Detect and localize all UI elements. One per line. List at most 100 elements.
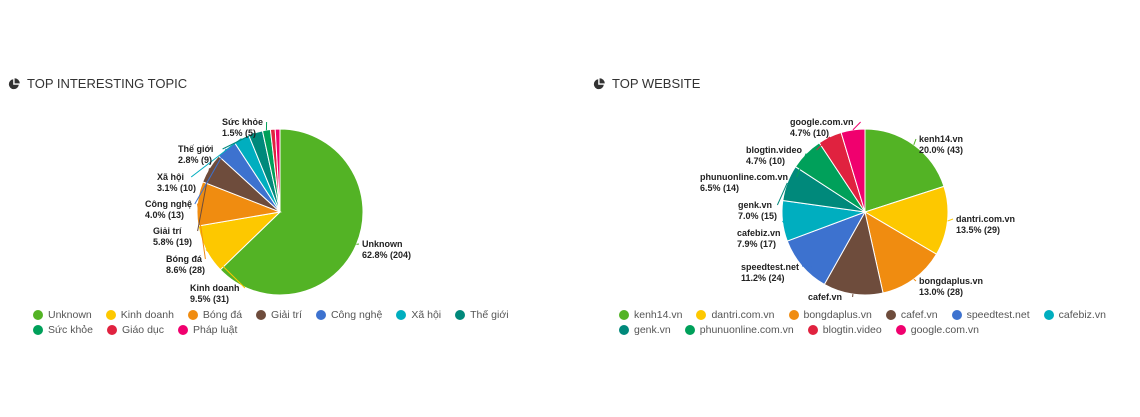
legend-label: dantri.com.vn <box>711 308 775 321</box>
legend-item[interactable]: cafebiz.vn <box>1043 308 1106 321</box>
legend-dot-icon <box>315 309 326 320</box>
leader-line <box>913 278 917 282</box>
data-label-value: 13.5% (29) <box>956 225 1000 235</box>
leader-line <box>801 265 812 268</box>
legend-dot-icon <box>105 309 116 320</box>
legend-item[interactable]: dantri.com.vn <box>696 308 775 321</box>
legend-item[interactable]: Xã hội <box>396 308 441 321</box>
legend-dot-icon <box>696 309 707 320</box>
legend-item[interactable]: Giải trí <box>256 308 302 321</box>
leader-line <box>197 168 210 232</box>
leader-line <box>205 249 246 289</box>
legend-item[interactable]: Giáo dục <box>106 323 164 336</box>
data-label-value: 1.5% (5) <box>222 128 256 138</box>
legend-label: Unknown <box>48 308 92 321</box>
legend-dot-icon <box>619 324 629 335</box>
pie-slice-bongdaplus-vn[interactable] <box>864 210 938 294</box>
legend-item[interactable]: Thế giới <box>455 308 509 321</box>
legend-label: Pháp luật <box>193 323 238 336</box>
data-label-value: 3.1% (10) <box>157 183 196 193</box>
leader-line <box>852 121 861 131</box>
data-label-name: Sức khỏe <box>222 117 263 127</box>
leader-line <box>196 203 206 260</box>
legend-label: Thế giới <box>470 308 509 321</box>
data-label-value: 7.0% (15) <box>738 211 777 221</box>
legend-item[interactable]: Pháp luật <box>178 323 237 336</box>
leader-line <box>222 132 256 150</box>
legend-dot-icon <box>455 309 466 320</box>
data-label-name: Giải trí <box>153 226 182 236</box>
legend-dot-icon <box>885 309 896 320</box>
legend-item[interactable]: cafef.vn <box>885 308 938 321</box>
legend-dot-icon <box>895 324 906 335</box>
legend-item[interactable]: google.com.vn <box>895 323 979 336</box>
legend-item[interactable]: genk.vn <box>619 323 671 336</box>
data-label-name: phunuonline.com.vn <box>700 172 788 182</box>
legend-label: Kinh doanh <box>120 308 174 321</box>
legend-dot-icon <box>187 309 198 320</box>
legend-item[interactable]: blogtin.video <box>807 323 882 336</box>
legend-label: Sức khỏe <box>48 323 93 336</box>
pie-slice-dantri-com-vn[interactable] <box>863 185 949 255</box>
legend-item[interactable]: phunuonline.com.vn <box>684 323 794 336</box>
data-label-name: genk.vn <box>738 200 772 210</box>
legend-label: Xã hội <box>411 308 442 321</box>
legend-item[interactable]: Kinh doanh <box>105 308 174 321</box>
data-label-value: 20.0% (43) <box>919 145 963 155</box>
legend-item[interactable]: Bóng đá <box>187 308 242 321</box>
topic-legend: Unknown Kinh doanh Bóng đá Giải trí Công ngh… <box>33 308 553 336</box>
data-label-name: Thế giới <box>178 144 213 154</box>
pie-slice-ph-p-lu-t[interactable] <box>274 128 281 213</box>
legend-label: blogtin.video <box>822 323 882 336</box>
legend-label: cafebiz.vn <box>1058 308 1106 321</box>
data-label-value: 8.6% (28) <box>166 265 205 275</box>
data-label-value: 5.8% (19) <box>153 237 192 247</box>
legend-dot-icon <box>178 324 188 335</box>
data-label-value: 11.2% (24) <box>741 273 785 283</box>
data-label-value: 7.9% (17) <box>737 239 776 249</box>
legend-item[interactable]: Công nghệ <box>315 308 382 321</box>
legend-label: bongdaplus.vn <box>803 308 872 321</box>
data-label-value: 4.0% (13) <box>145 210 184 220</box>
legend-label: Giáo dục <box>121 323 164 336</box>
legend-dot-icon <box>807 324 818 335</box>
legend-label: kenh14.vn <box>634 308 683 321</box>
data-label-value: 2.8% (9) <box>178 155 212 165</box>
legend-dot-icon <box>33 324 43 335</box>
legend-item[interactable]: kenh14.vn <box>619 308 682 321</box>
data-label-value: 13.0% (28) <box>919 287 963 297</box>
leader-line <box>816 136 831 151</box>
data-label-name: blogtin.video <box>746 145 802 155</box>
data-label-name: dantri.com.vn <box>956 214 1015 224</box>
legend-label: speedtest.net <box>966 308 1030 321</box>
data-label-name: Xã hội <box>157 172 184 182</box>
pie-chart-icon <box>8 77 20 89</box>
legend-item[interactable]: bongdaplus.vn <box>788 308 872 321</box>
website-chart-title: TOP WEBSITE <box>593 76 700 91</box>
leader-line <box>190 138 242 178</box>
data-label-name: Unknown <box>362 239 403 249</box>
legend-item[interactable]: speedtest.net <box>951 308 1030 321</box>
legend-dot-icon <box>788 309 799 320</box>
title-text: TOP INTERESTING TOPIC <box>27 76 188 91</box>
legend-dot-icon <box>619 309 629 320</box>
leader-line <box>194 148 227 205</box>
data-label-name: cafebiz.vn <box>737 228 781 238</box>
data-label-name: kenh14.vn <box>919 134 963 144</box>
data-label-name: speedtest.net <box>741 262 799 272</box>
legend-label: cafef.vn <box>900 308 938 321</box>
leader-line <box>796 153 807 178</box>
website-legend: kenh14.vn dantri.com.vn bongdaplus.vn cafef… <box>619 308 1139 336</box>
data-label-name: Bóng đá <box>166 254 203 264</box>
legend-dot-icon <box>106 324 117 335</box>
legend-item[interactable]: Unknown <box>33 308 92 321</box>
data-label-name: Kinh doanh <box>190 283 240 293</box>
data-label-value: 4.7% (10) <box>746 156 785 166</box>
legend-item[interactable]: Sức khỏe <box>33 323 93 336</box>
data-label-name: cafef.vn <box>808 292 842 302</box>
legend-label: genk.vn <box>634 323 671 336</box>
legend-dot-icon <box>396 309 407 320</box>
leader-line <box>947 218 954 222</box>
